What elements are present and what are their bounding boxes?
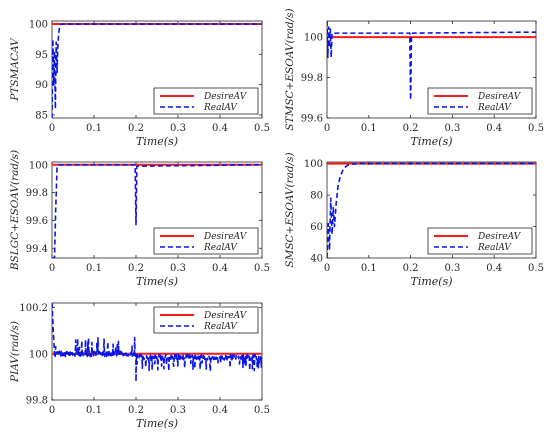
subplot-1: 0 0.1 0.2 0.3 0.4 0.5 85 90 95 100 Time(s) PTSMACAV…: [9, 20, 270, 148]
y-tick-label: 99.8: [26, 396, 48, 407]
y-tick-label: 85: [35, 110, 48, 121]
axes-box: [51, 302, 263, 401]
legend-entry: RealAV: [203, 322, 238, 332]
x-tick-label: 0.1: [86, 405, 102, 416]
y-tick-label: 80: [310, 191, 323, 202]
y-tick-label: 90: [35, 80, 48, 91]
subplot-2: 0 0.1 0.2 0.3 0.4 0.5 99.6 99.8 100 Time(s) STMSC+…: [284, 8, 544, 148]
legend-entry: RealAV: [203, 243, 238, 253]
x-tick-label: 0.5: [254, 405, 270, 416]
legend-entry: DesireAV: [203, 311, 248, 321]
legend-box: [427, 227, 533, 255]
y-tick-label: 100.2: [19, 303, 48, 314]
legend-entry: RealAV: [203, 103, 238, 113]
series-line-real: [52, 23, 262, 118]
x-tick-label: 0.1: [86, 263, 102, 274]
legend-entry: DesireAV: [203, 232, 248, 242]
y-tick-label: 100: [29, 20, 48, 31]
legend-box: [153, 227, 259, 255]
x-tick-label: 0.4: [212, 405, 228, 416]
x-tick-label: 0.2: [403, 123, 419, 134]
legend-entry: RealAV: [477, 243, 512, 253]
x-tick-label: 0.1: [86, 123, 102, 134]
x-axis-label: Time(s): [410, 275, 452, 288]
x-tick-label: 0.5: [254, 123, 270, 134]
x-tick-label: 0.4: [212, 123, 228, 134]
legend-box: [153, 306, 259, 334]
y-axis-label: SMSC+ESOAV(rad/s): [284, 152, 296, 267]
x-tick-label: 0.4: [486, 263, 502, 274]
series-line-real: [52, 163, 262, 258]
y-tick-label: 100: [304, 159, 323, 170]
x-tick-label: 0: [49, 123, 55, 134]
x-tick-label: 0.1: [361, 263, 377, 274]
legend-entry: RealAV: [477, 103, 512, 113]
x-tick-label: 0.2: [403, 263, 419, 274]
x-tick-label: 0.2: [128, 123, 144, 134]
y-tick-label: 60: [310, 222, 323, 233]
y-tick-label: 99.6: [301, 114, 323, 125]
x-tick-label: 0: [49, 263, 55, 274]
x-tick-label: 0: [49, 405, 55, 416]
x-tick-label: 0.5: [528, 123, 544, 134]
legend-entry: DesireAV: [203, 92, 248, 102]
y-tick-label: 99.6: [26, 216, 48, 227]
legend-box: [153, 87, 259, 115]
x-tick-label: 0.3: [444, 263, 460, 274]
y-tick-label: 100: [29, 349, 48, 360]
legend-box: [427, 87, 533, 115]
y-tick-label: 99.8: [301, 73, 323, 84]
series-line-real: [327, 162, 536, 258]
series-line-real: [327, 21, 536, 101]
y-tick-label: 99.4: [26, 244, 48, 255]
x-axis-label: Time(s): [136, 417, 178, 430]
x-axis-label: Time(s): [136, 135, 178, 148]
axes-box: [51, 161, 263, 259]
x-tick-label: 0.5: [254, 263, 270, 274]
y-tick-label: 40: [310, 254, 323, 265]
subplot-4: 0 0.1 0.2 0.3 0.4 0.5 40 60 80 100 Time(s) SMSC+ESO…: [284, 152, 544, 288]
x-tick-label: 0.2: [128, 263, 144, 274]
y-tick-label: 95: [35, 50, 48, 61]
y-tick-label: 99.8: [26, 188, 48, 199]
y-tick-label: 100: [304, 33, 323, 44]
y-axis-label: PIAV(rad/s): [9, 321, 21, 383]
axes-box: [326, 161, 537, 259]
subplot-5: 0 0.1 0.2 0.3 0.4 0.5 99.8 100 100.2 Time(s) PIAV(…: [9, 302, 270, 430]
x-tick-label: 0.2: [128, 405, 144, 416]
x-tick-label: 0.3: [170, 263, 186, 274]
x-tick-label: 0.3: [444, 123, 460, 134]
x-tick-label: 0.4: [486, 123, 502, 134]
x-tick-label: 0: [324, 263, 330, 274]
legend-entry: DesireAV: [477, 92, 522, 102]
y-tick-label: 100: [29, 160, 48, 171]
subplot-3: 0 0.1 0.2 0.3 0.4 0.5 99.4 99.6 99.8 100 Time(s) BS…: [9, 150, 270, 288]
series-line-real: [52, 303, 262, 383]
y-axis-label: STMSC+ESOAV(rad/s): [284, 8, 296, 130]
x-tick-label: 0.3: [170, 405, 186, 416]
x-axis-label: Time(s): [410, 135, 452, 148]
y-axis-label: BSLGC+ESOAV(rad/s): [9, 150, 21, 271]
x-axis-label: Time(s): [136, 275, 178, 288]
x-tick-label: 0: [324, 123, 330, 134]
y-axis-label: PTSMACAV: [9, 37, 21, 102]
legend-entry: DesireAV: [477, 232, 522, 242]
x-tick-label: 0.3: [170, 123, 186, 134]
x-tick-label: 0.4: [212, 263, 228, 274]
axes-box: [326, 20, 537, 119]
x-tick-label: 0.1: [361, 123, 377, 134]
x-tick-label: 0.5: [528, 263, 544, 274]
